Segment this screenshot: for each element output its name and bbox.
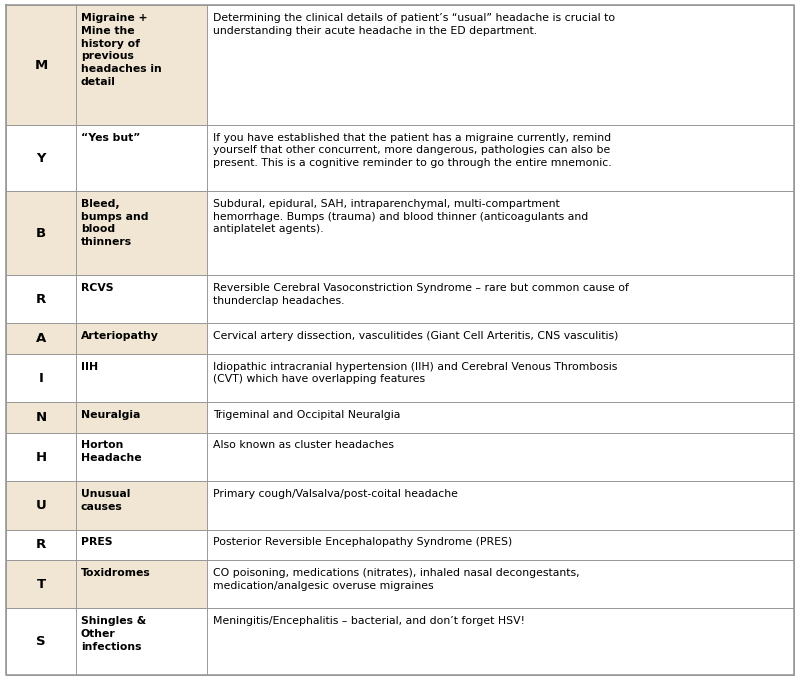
- Text: Y: Y: [36, 152, 46, 165]
- Bar: [6, 275, 207, 324]
- Text: Reversible Cerebral Vasoconstriction Syndrome – rare but common cause of
thunder: Reversible Cerebral Vasoconstriction Syn…: [213, 283, 629, 305]
- Bar: [207, 191, 794, 275]
- Bar: [207, 324, 794, 354]
- Bar: [207, 530, 794, 560]
- Text: U: U: [36, 499, 46, 512]
- Text: Trigeminal and Occipital Neuralgia: Trigeminal and Occipital Neuralgia: [213, 410, 401, 420]
- Bar: [6, 560, 207, 609]
- Text: Shingles &
Other
infections: Shingles & Other infections: [81, 616, 146, 651]
- Text: PRES: PRES: [81, 537, 112, 547]
- Text: Determining the clinical details of patient’s “usual” headache is crucial to
und: Determining the clinical details of pati…: [213, 13, 615, 36]
- Bar: [207, 433, 794, 481]
- Bar: [6, 530, 207, 560]
- Bar: [6, 354, 207, 403]
- Text: Horton
Headache: Horton Headache: [81, 441, 142, 463]
- Text: Also known as cluster headaches: Also known as cluster headaches: [213, 441, 394, 450]
- Text: Unusual
causes: Unusual causes: [81, 489, 130, 511]
- Text: If you have established that the patient has a migraine currently, remind
yourse: If you have established that the patient…: [213, 133, 612, 168]
- Bar: [207, 354, 794, 403]
- Text: R: R: [36, 293, 46, 306]
- Bar: [6, 433, 207, 481]
- Bar: [207, 275, 794, 324]
- Text: Arteriopathy: Arteriopathy: [81, 331, 158, 341]
- Text: Idiopathic intracranial hypertension (IIH) and Cerebral Venous Thrombosis
(CVT) : Idiopathic intracranial hypertension (II…: [213, 362, 618, 384]
- Text: M: M: [34, 58, 48, 71]
- Text: Bleed,
bumps and
blood
thinners: Bleed, bumps and blood thinners: [81, 199, 148, 248]
- Bar: [207, 403, 794, 433]
- Bar: [6, 324, 207, 354]
- Bar: [207, 609, 794, 675]
- Bar: [6, 125, 207, 191]
- Text: I: I: [38, 372, 43, 385]
- Bar: [6, 403, 207, 433]
- Text: Migraine +
Mine the
history of
previous
headaches in
detail: Migraine + Mine the history of previous …: [81, 13, 162, 87]
- Bar: [6, 609, 207, 675]
- Text: R: R: [36, 539, 46, 551]
- Bar: [6, 191, 207, 275]
- Text: Subdural, epidural, SAH, intraparenchymal, multi-compartment
hemorrhage. Bumps (: Subdural, epidural, SAH, intraparenchyma…: [213, 199, 588, 235]
- Bar: [207, 481, 794, 530]
- Text: Toxidromes: Toxidromes: [81, 568, 150, 578]
- Bar: [6, 481, 207, 530]
- Bar: [207, 560, 794, 609]
- Bar: [207, 125, 794, 191]
- Text: A: A: [36, 333, 46, 345]
- Text: CO poisoning, medications (nitrates), inhaled nasal decongestants,
medication/an: CO poisoning, medications (nitrates), in…: [213, 568, 580, 590]
- Text: H: H: [35, 451, 46, 464]
- Text: N: N: [35, 411, 46, 424]
- Text: Meningitis/Encephalitis – bacterial, and don’t forget HSV!: Meningitis/Encephalitis – bacterial, and…: [213, 616, 525, 626]
- Bar: [6, 5, 207, 125]
- Text: RCVS: RCVS: [81, 283, 113, 293]
- Text: “Yes but”: “Yes but”: [81, 133, 140, 143]
- Text: IIH: IIH: [81, 362, 98, 372]
- Text: Cervical artery dissection, vasculitides (Giant Cell Arteritis, CNS vasculitis): Cervical artery dissection, vasculitides…: [213, 331, 618, 341]
- Bar: [207, 5, 794, 125]
- Text: Primary cough/Valsalva/post-coital headache: Primary cough/Valsalva/post-coital heada…: [213, 489, 458, 499]
- Text: Neuralgia: Neuralgia: [81, 410, 140, 420]
- Text: T: T: [37, 578, 46, 591]
- Text: B: B: [36, 226, 46, 239]
- Text: Posterior Reversible Encephalopathy Syndrome (PRES): Posterior Reversible Encephalopathy Synd…: [213, 537, 512, 547]
- Text: S: S: [36, 635, 46, 648]
